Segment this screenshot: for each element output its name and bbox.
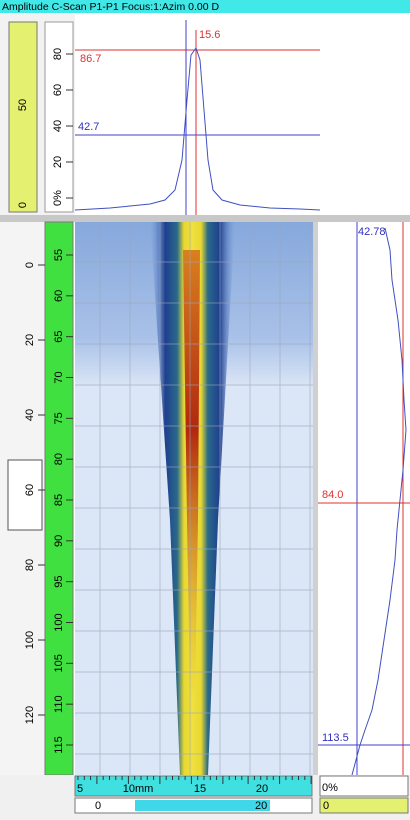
index-tick-label: 55	[53, 249, 65, 261]
side-curve	[351, 227, 407, 776]
splitter	[0, 215, 410, 222]
index-tick-label: 60	[53, 290, 65, 302]
index-tick-label: 80	[53, 453, 65, 465]
splitter	[313, 222, 318, 775]
scroll-thumb[interactable]	[135, 800, 270, 811]
side-ruler	[319, 775, 409, 797]
scan-tick-label: 80	[24, 559, 36, 571]
scan-tick-label: 0	[24, 262, 36, 268]
scroll-label: 20	[255, 800, 267, 812]
index-tick-label: 75	[53, 412, 65, 424]
index-tick-label: 110	[53, 695, 65, 713]
side-bar	[319, 797, 409, 814]
color-bar-label: 0	[17, 202, 29, 208]
a-scan-plot	[75, 14, 320, 215]
ruler-highlight	[7, 459, 43, 531]
beam-core	[183, 250, 200, 700]
scan-tick-label: 60	[24, 484, 36, 496]
amplitude-tick-label: 20	[52, 156, 64, 168]
index-tick-label: 70	[53, 371, 65, 383]
color-bar	[8, 21, 38, 213]
title-bar	[0, 0, 410, 13]
x-tick-label: 15	[194, 783, 206, 795]
index-tick-label: 90	[53, 535, 65, 547]
scroll-label: 0	[95, 800, 101, 812]
index-tick-label: 65	[53, 331, 65, 343]
side-cursor-label: 84.0	[322, 489, 343, 501]
color-bar-label: 50	[17, 99, 29, 111]
a-scan-curve	[74, 46, 321, 211]
index-tick-label: 95	[53, 576, 65, 588]
amplitude-tick-label: 60	[52, 84, 64, 96]
scan-tick-label: 120	[24, 706, 36, 724]
scan-tick-label: 100	[24, 631, 36, 649]
index-tick-label: 100	[53, 613, 65, 631]
side-value: 0	[323, 800, 329, 812]
side-top-label: 42.78	[358, 226, 386, 238]
title-text: Amplitude C-Scan P1-P1 Focus:1:Azim 0.00…	[2, 1, 220, 13]
x-tick-label: 20	[256, 783, 268, 795]
index-tick-label: 85	[53, 494, 65, 506]
side-gate-label: 113.5	[322, 732, 349, 744]
side-scale: 0%	[322, 782, 338, 794]
index-tick-label: 105	[53, 654, 65, 672]
lower-gate-label: 42.7	[78, 121, 99, 133]
upper-gate-label: 86.7	[80, 53, 101, 65]
cursor-label: 15.6	[199, 29, 220, 41]
index-tick-label: 115	[53, 736, 65, 754]
x-tick-label: 5	[77, 783, 83, 795]
side-plot	[318, 222, 410, 775]
x-tick-label: 10mm	[123, 783, 154, 795]
x-ruler	[74, 775, 313, 797]
amplitude-tick-label: 0%	[52, 190, 64, 206]
scan-tick-label: 40	[24, 409, 36, 421]
amplitude-tick-label: 80	[52, 48, 64, 60]
amplitude-tick-label: 40	[52, 120, 64, 132]
scan-tick-label: 20	[24, 334, 36, 346]
